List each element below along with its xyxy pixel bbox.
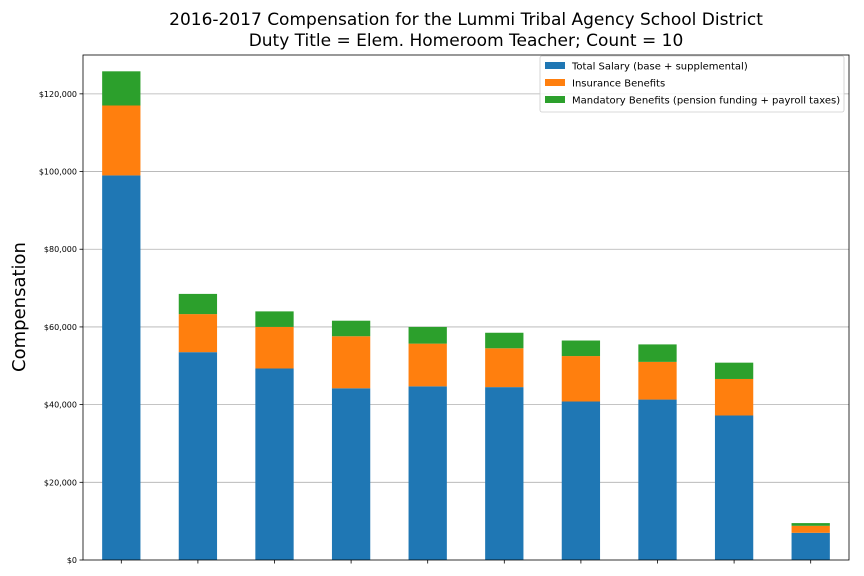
legend: Total Salary (base + supplemental) Insura… xyxy=(539,55,845,113)
bar-segment-0 xyxy=(255,368,294,560)
y-tick-label: $20,000 xyxy=(44,478,77,487)
plot-frame xyxy=(82,54,850,561)
bar-segment-0 xyxy=(485,387,524,560)
bar-segment-1 xyxy=(485,348,524,388)
bar-segment-1 xyxy=(791,525,830,533)
y-axis-label: Compensation xyxy=(9,242,30,372)
bar-segment-0 xyxy=(638,399,677,560)
bar-segment-0 xyxy=(408,386,447,560)
legend-label-2: Mandatory Benefits (pension funding + pa… xyxy=(572,96,840,107)
bar-segment-2 xyxy=(408,326,447,344)
legend-label-1: Insurance Benefits xyxy=(572,79,665,90)
y-tick-label: $80,000 xyxy=(44,245,77,254)
bar-segment-2 xyxy=(714,362,754,379)
legend-box xyxy=(539,55,845,113)
bar-segment-2 xyxy=(485,332,524,349)
bar-segment-2 xyxy=(791,523,830,526)
bar-segment-1 xyxy=(408,343,447,387)
bar-segment-1 xyxy=(178,314,218,353)
bar-segment-2 xyxy=(561,340,601,357)
axes: $0 $20,000 $40,000 $60,000 $80,000 $100,000 $1… xyxy=(39,54,850,565)
bar-segment-1 xyxy=(331,336,371,389)
bar-segment-2 xyxy=(102,71,141,106)
bar-segment-2 xyxy=(331,320,371,337)
bar-segment-0 xyxy=(714,415,754,560)
bar-segment-1 xyxy=(102,105,141,176)
bar-segment-0 xyxy=(791,532,830,560)
bar-segment-2 xyxy=(178,293,218,315)
legend-swatch-0 xyxy=(545,62,565,69)
y-tick-label: $60,000 xyxy=(44,323,77,332)
y-tick-label: $0 xyxy=(67,556,77,565)
bar-segment-0 xyxy=(178,352,218,560)
legend-label-0: Total Salary (base + supplemental) xyxy=(571,62,748,73)
legend-swatch-2 xyxy=(545,96,565,103)
legend-swatch-1 xyxy=(545,79,565,86)
bar-segment-0 xyxy=(331,388,371,560)
chart-title: 2016-2017 Compensation for the Lummi Tri… xyxy=(169,10,763,30)
y-tick-label: $120,000 xyxy=(39,90,77,99)
chart-subtitle: Duty Title = Elem. Homeroom Teacher; Cou… xyxy=(249,31,684,51)
bar-segment-1 xyxy=(561,356,601,402)
bar-segment-2 xyxy=(255,311,294,327)
bar-segment-1 xyxy=(714,378,754,416)
bar-segment-1 xyxy=(638,361,677,400)
bar-segment-1 xyxy=(255,326,294,369)
bar-segment-0 xyxy=(561,401,601,560)
y-tick-label: $40,000 xyxy=(44,401,77,410)
y-tick-label: $100,000 xyxy=(39,168,77,177)
bar-segment-0 xyxy=(102,175,141,560)
bars xyxy=(102,71,830,560)
bar-segment-2 xyxy=(638,344,677,362)
